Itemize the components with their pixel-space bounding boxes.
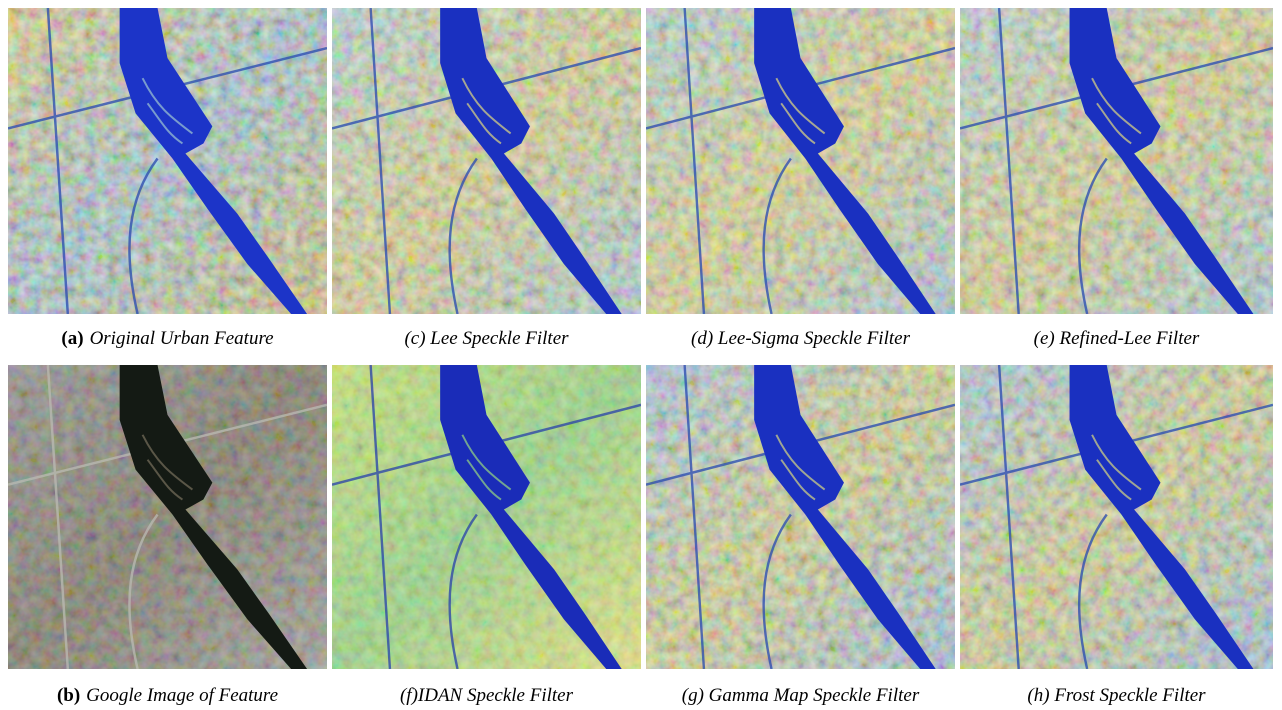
caption-text: (f)IDAN Speckle Filter: [400, 685, 573, 706]
caption-text: (d) Lee-Sigma Speckle Filter: [691, 328, 910, 349]
caption-label: (b): [57, 685, 80, 706]
texture: [646, 8, 955, 314]
panel-image: [646, 8, 955, 314]
caption-text: Google Image of Feature: [86, 685, 278, 706]
caption: (f)IDAN Speckle Filter: [332, 685, 641, 707]
caption: (g) Gamma Map Speckle Filter: [646, 685, 955, 707]
panel-image: [646, 365, 955, 669]
texture: [332, 8, 641, 314]
panel-image: [960, 8, 1273, 314]
texture: [960, 8, 1273, 314]
caption: (c) Lee Speckle Filter: [332, 328, 641, 350]
caption: (e) Refined-Lee Filter: [960, 328, 1273, 350]
caption: (d) Lee-Sigma Speckle Filter: [646, 328, 955, 350]
caption-text: (e) Refined-Lee Filter: [1034, 328, 1200, 349]
panel-image: [332, 8, 641, 314]
panel-image: [960, 365, 1273, 669]
figure: (a) Original Urban Feature (c) Lee Speckle…: [0, 0, 1282, 710]
texture: [8, 8, 327, 314]
texture: [646, 365, 955, 669]
texture: [8, 365, 327, 669]
caption-text: Original Urban Feature: [90, 328, 274, 349]
texture: [332, 365, 641, 669]
caption: (a) Original Urban Feature: [8, 328, 327, 350]
panel-image: [8, 8, 327, 314]
caption: (h) Frost Speckle Filter: [960, 685, 1273, 707]
caption-text: (c) Lee Speckle Filter: [404, 328, 568, 349]
panel-image: [332, 365, 641, 669]
caption-label: (a): [61, 328, 83, 349]
caption: (b) Google Image of Feature: [8, 685, 327, 707]
panel-image: [8, 365, 327, 669]
caption-text: (h) Frost Speckle Filter: [1027, 685, 1205, 706]
texture: [960, 365, 1273, 669]
caption-text: (g) Gamma Map Speckle Filter: [682, 685, 919, 706]
